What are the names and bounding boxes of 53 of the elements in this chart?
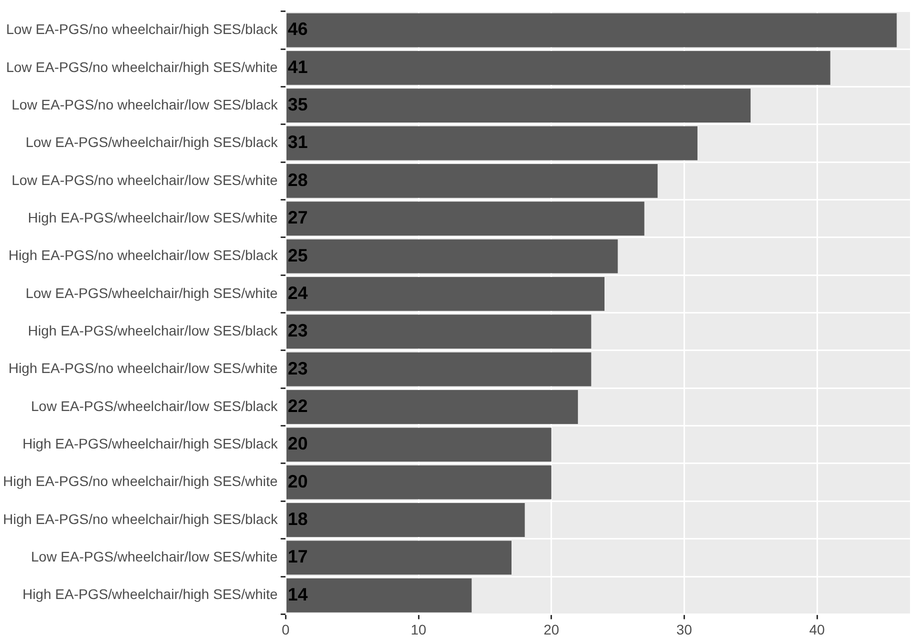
y-tick-label: Low EA-PGS/wheelchair/high SES/white [26, 284, 278, 301]
data-label: 23 [288, 320, 308, 341]
bar [286, 13, 897, 48]
bar [286, 352, 592, 386]
y-tick-label: High EA-PGS/no wheelchair/low SES/white [8, 360, 278, 376]
data-label: 23 [288, 358, 308, 378]
data-label: 18 [288, 508, 308, 529]
y-tick-label: Low EA-PGS/wheelchair/low SES/black [31, 398, 279, 414]
x-tick-label: 20 [544, 621, 560, 638]
x-tick-label: 0 [282, 621, 290, 638]
data-label: 20 [288, 471, 308, 492]
bar [286, 126, 698, 160]
y-tick-label: High EA-PGS/wheelchair/high SES/black [22, 436, 279, 452]
y-tick-label: High EA-PGS/wheelchair/low SES/black [28, 322, 279, 338]
x-tick-label: 10 [410, 621, 427, 638]
bar [286, 578, 472, 612]
y-tick-label: High EA-PGS/wheelchair/low SES/white [28, 209, 278, 226]
y-tick-label: Low EA-PGS/no wheelchair/high SES/black [6, 21, 279, 38]
bar [286, 540, 512, 575]
bar [286, 88, 751, 123]
data-label: 20 [288, 434, 308, 454]
bar [286, 465, 552, 500]
data-label: 17 [288, 546, 308, 567]
bar [286, 314, 592, 349]
data-label: 24 [288, 282, 308, 303]
bar [286, 239, 618, 274]
x-tick-label: 30 [676, 621, 692, 638]
y-tick-label: High EA-PGS/wheelchair/high SES/white [22, 586, 278, 602]
data-label: 41 [288, 56, 308, 77]
x-tick-label: 40 [809, 621, 826, 638]
y-tick-label: Low EA-PGS/no wheelchair/low SES/white [12, 172, 278, 188]
data-label: 35 [288, 94, 308, 115]
bar [286, 50, 830, 85]
y-tick-label: Low EA-PGS/wheelchair/high SES/black [26, 134, 279, 150]
data-label: 25 [288, 245, 308, 266]
data-label: 27 [288, 208, 308, 228]
data-label: 28 [288, 170, 308, 190]
bar [286, 428, 552, 462]
y-tick-label: High EA-PGS/no wheelchair/low SES/black [8, 247, 279, 264]
data-label: 46 [288, 19, 308, 40]
y-tick-label: Low EA-PGS/no wheelchair/high SES/white [6, 58, 278, 75]
y-tick-label: Low EA-PGS/no wheelchair/low SES/black [12, 96, 279, 112]
y-tick-label: High EA-PGS/no wheelchair/high SES/white [2, 473, 278, 490]
bar [286, 202, 644, 236]
data-label: 14 [288, 584, 308, 604]
y-tick-label: Low EA-PGS/wheelchair/low SES/white [31, 548, 278, 565]
data-label: 31 [288, 132, 308, 152]
bar [286, 164, 658, 198]
bar [286, 390, 578, 424]
bar [286, 277, 604, 311]
bar [286, 503, 525, 537]
y-tick-label: High EA-PGS/no wheelchair/high SES/black [2, 510, 279, 527]
data-label: 22 [288, 396, 308, 416]
